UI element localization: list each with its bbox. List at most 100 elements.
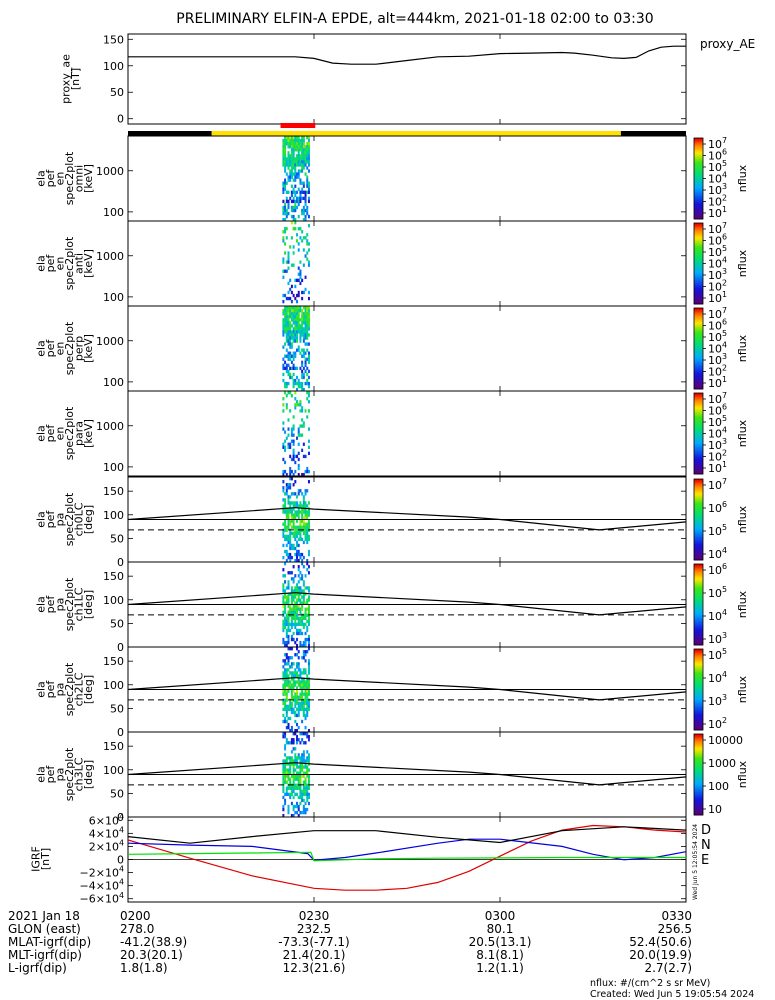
spectrogram-cell — [284, 744, 287, 748]
colorbar-swatch — [694, 752, 703, 755]
colorbar-swatch — [694, 212, 703, 215]
colorbar-swatch — [694, 720, 703, 723]
colorbar-swatch — [694, 162, 703, 165]
colorbar-swatch — [694, 578, 703, 581]
spectrogram-cell — [294, 136, 297, 140]
spectrogram-cell — [307, 351, 310, 355]
spectrogram-cell — [284, 181, 287, 185]
spectrogram-cell — [301, 354, 304, 358]
colorbar-swatch — [694, 547, 703, 550]
colorbar-swatch — [694, 531, 703, 534]
spectrogram-cell — [287, 601, 290, 605]
spectrogram-cell — [307, 665, 310, 669]
spectrogram-cell — [294, 190, 297, 194]
spectrogram-cell — [299, 366, 302, 371]
spectrogram-cell — [299, 768, 302, 772]
spectrogram-cell — [296, 504, 299, 508]
spectrogram-cell — [301, 309, 304, 313]
colorbar-swatch — [694, 174, 703, 177]
spectrogram-cell — [302, 372, 305, 377]
spectrogram-cell — [301, 504, 304, 508]
ylabel-line: pef — [44, 510, 57, 529]
spectrogram-cell — [304, 759, 307, 763]
spectrogram-cell — [302, 495, 305, 499]
colorbar-swatch — [694, 430, 703, 433]
spectrogram-cell — [306, 160, 309, 164]
spectrogram-cell — [304, 409, 307, 413]
colorbar-swatch — [694, 421, 703, 424]
colorbar-swatch — [694, 565, 703, 568]
spectrogram-cell — [294, 704, 297, 709]
spectrogram-cell — [289, 756, 292, 760]
spectrogram-cell — [306, 586, 309, 590]
spectrogram-cell — [290, 510, 293, 514]
colorbar-swatch — [694, 738, 703, 740]
colorbar-swatch — [694, 601, 703, 604]
colorbar-tick-label: 105 — [708, 647, 727, 662]
spectrogram-cell — [302, 759, 305, 763]
spectrogram-cell — [302, 741, 305, 745]
spectrogram-cell — [285, 653, 288, 657]
colorbar-swatch — [694, 681, 703, 684]
spectrogram-cell — [282, 786, 285, 790]
colorbar-swatch — [694, 723, 703, 726]
spectrogram-cell — [296, 513, 299, 517]
spectrogram-cell — [285, 738, 288, 742]
spectrogram-cell — [282, 187, 285, 191]
colorbar-swatch — [694, 670, 703, 673]
colorbar-swatch — [694, 665, 703, 668]
spectrogram-cell — [287, 296, 290, 301]
colorbar-swatch — [694, 589, 703, 592]
panel-ch3: 150100500elapefpaspec2plotch3LC[deg]1000… — [34, 731, 749, 824]
colorbar-swatch — [694, 255, 703, 258]
spectrogram-cell — [284, 625, 287, 630]
ytick-label: 0 — [117, 726, 124, 739]
colorbar-swatch — [694, 667, 703, 670]
colorbar-swatch — [694, 607, 703, 610]
spectrogram-cell — [301, 604, 304, 608]
spectrogram-cell — [296, 674, 299, 678]
spectrogram-cell — [294, 710, 297, 715]
spectrogram-cell — [302, 336, 305, 340]
colorbar-swatch — [694, 455, 703, 457]
spectrogram-cell — [292, 336, 295, 340]
colorbar-swatch — [694, 620, 703, 623]
colorbar-swatch — [694, 507, 703, 510]
spectrogram-cell — [307, 199, 310, 204]
spectrogram-cell — [297, 378, 300, 383]
spectrogram-cell — [306, 798, 309, 803]
spectrogram-cell — [297, 507, 300, 511]
spectrogram-cell — [290, 333, 293, 337]
spectrogram-cell — [297, 145, 300, 149]
spectrogram-cell — [304, 650, 307, 654]
spectrogram-cell — [292, 771, 295, 775]
spectrogram-cell — [302, 263, 305, 267]
spectrogram-cell — [307, 689, 310, 693]
spectrogram-cell — [285, 324, 288, 328]
spectrogram-cell — [285, 199, 288, 204]
spectrogram-cell — [292, 813, 295, 818]
spectrogram-cell — [307, 565, 310, 569]
spectrogram-cell — [297, 136, 300, 140]
spectrogram-cell — [296, 175, 299, 179]
spectrogram-cell — [285, 330, 288, 334]
colorbar-swatch — [694, 593, 703, 596]
spectrogram-cell — [297, 227, 300, 231]
colorbar-swatch — [694, 608, 703, 611]
colorbar-swatch — [694, 186, 703, 189]
colorbar-swatch — [694, 534, 703, 537]
spectrogram-cell — [292, 309, 295, 313]
spectrogram-cell — [307, 680, 310, 684]
colorbar-swatch — [694, 754, 703, 757]
spectrogram-cell — [304, 607, 307, 611]
colorbar-swatch — [694, 256, 703, 259]
spectrogram-cell — [307, 659, 310, 663]
ytick-label: 100 — [103, 509, 124, 522]
spectrogram-cell — [307, 686, 310, 690]
spectrogram-cell — [294, 406, 297, 410]
spectrogram-cell — [302, 327, 305, 331]
colorbar-swatch — [694, 659, 703, 662]
spectrogram-cell — [302, 142, 305, 146]
row-value: 12.3(21.6) — [283, 961, 346, 975]
spectrogram-cell — [302, 683, 305, 687]
